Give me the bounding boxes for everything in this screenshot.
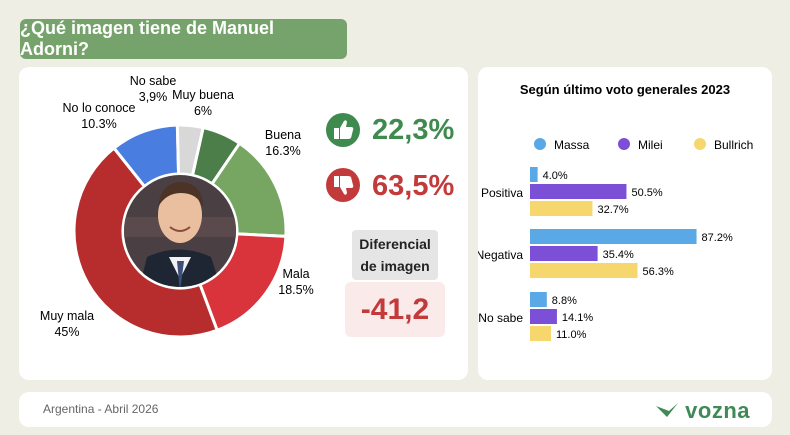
pie-panel: Muy buena 6% Buena 16.3% Mala 18.5% Muy mala 45… (19, 67, 468, 380)
logo-bird-icon (656, 403, 679, 417)
legend-swatch-bullrich (694, 138, 706, 150)
bar-panel: Según último voto generales 2023 Massa Mi… (476, 67, 772, 380)
legend-label-bullrich: Bullrich (714, 138, 753, 152)
pie-chart: Muy buena 6% Buena 16.3% Mala 18.5% Muy mala 45… (40, 74, 455, 339)
footer-source: Argentina - Abril 2026 (43, 402, 159, 416)
legend-label-massa: Massa (554, 138, 590, 152)
bar-bullrich-positiva (530, 201, 593, 216)
pie-label: Buena 16.3% (265, 128, 301, 158)
bar-chart-title: Según último voto generales 2023 (520, 82, 730, 97)
footer-country: Argentina (43, 402, 95, 416)
thumbs-down-icon (326, 168, 360, 202)
diff-label: Diferencial de imagen (352, 230, 438, 280)
bar-milei-negativa (530, 246, 598, 261)
pie-slice-no-sabe (175, 123, 205, 178)
pie-label: No lo conoce 10.3% (63, 101, 136, 131)
page-title: ¿Qué imagen tiene de Manuel Adorni? (20, 18, 347, 59)
positive-image-value: 22,3% (372, 114, 454, 146)
diff-value: -41,2 (345, 282, 445, 337)
bar-value-label: 87.2% (702, 232, 733, 244)
legend-swatch-massa (534, 138, 546, 150)
legend-swatch-milei (618, 138, 630, 150)
pie-label: No sabe 3,9% (130, 74, 177, 104)
bar-value-label: 14.1% (562, 312, 593, 324)
bar-bullrich-no-sabe (530, 326, 552, 341)
portrait-photo (124, 175, 236, 287)
footer: Argentina - Abril 2026 vozna (19, 392, 772, 427)
bar-massa-no-sabe (530, 292, 547, 307)
pie-label: Muy mala 45% (40, 309, 94, 339)
legend-label-milei: Milei (638, 138, 663, 152)
pie-label: Muy buena 6% (172, 88, 234, 118)
vozna-logo: vozna (655, 398, 750, 424)
negative-image-value: 63,5% (372, 170, 454, 202)
bar-value-label: 11.0% (556, 329, 587, 341)
bar-massa-negativa (530, 229, 697, 244)
bar-value-label: 32.7% (597, 204, 628, 216)
bar-value-label: 35.4% (603, 249, 634, 261)
bar-value-label: 50.5% (631, 187, 662, 199)
bar-massa-positiva (530, 167, 538, 182)
bar-milei-positiva (530, 184, 627, 199)
category-label-negativa: Negativa (478, 248, 523, 262)
logo-text: vozna (685, 398, 750, 423)
bar-value-label: 8.8% (552, 295, 577, 307)
bar-value-label: 56.3% (643, 266, 674, 278)
category-label-positiva: Positiva (481, 186, 523, 200)
footer-date: Abril 2026 (104, 402, 159, 416)
thumbs-up-icon (326, 113, 360, 147)
bar-value-label: 4.0% (543, 170, 568, 182)
bar-chart: Según último voto generales 2023 Massa Mi… (476, 82, 753, 341)
pie-slice-muy-mala (72, 145, 220, 339)
category-label-no-sabe: No sabe (478, 311, 523, 325)
bar-milei-no-sabe (530, 309, 557, 324)
pie-label: Mala 18.5% (278, 267, 313, 297)
bar-bullrich-negativa (530, 263, 638, 278)
